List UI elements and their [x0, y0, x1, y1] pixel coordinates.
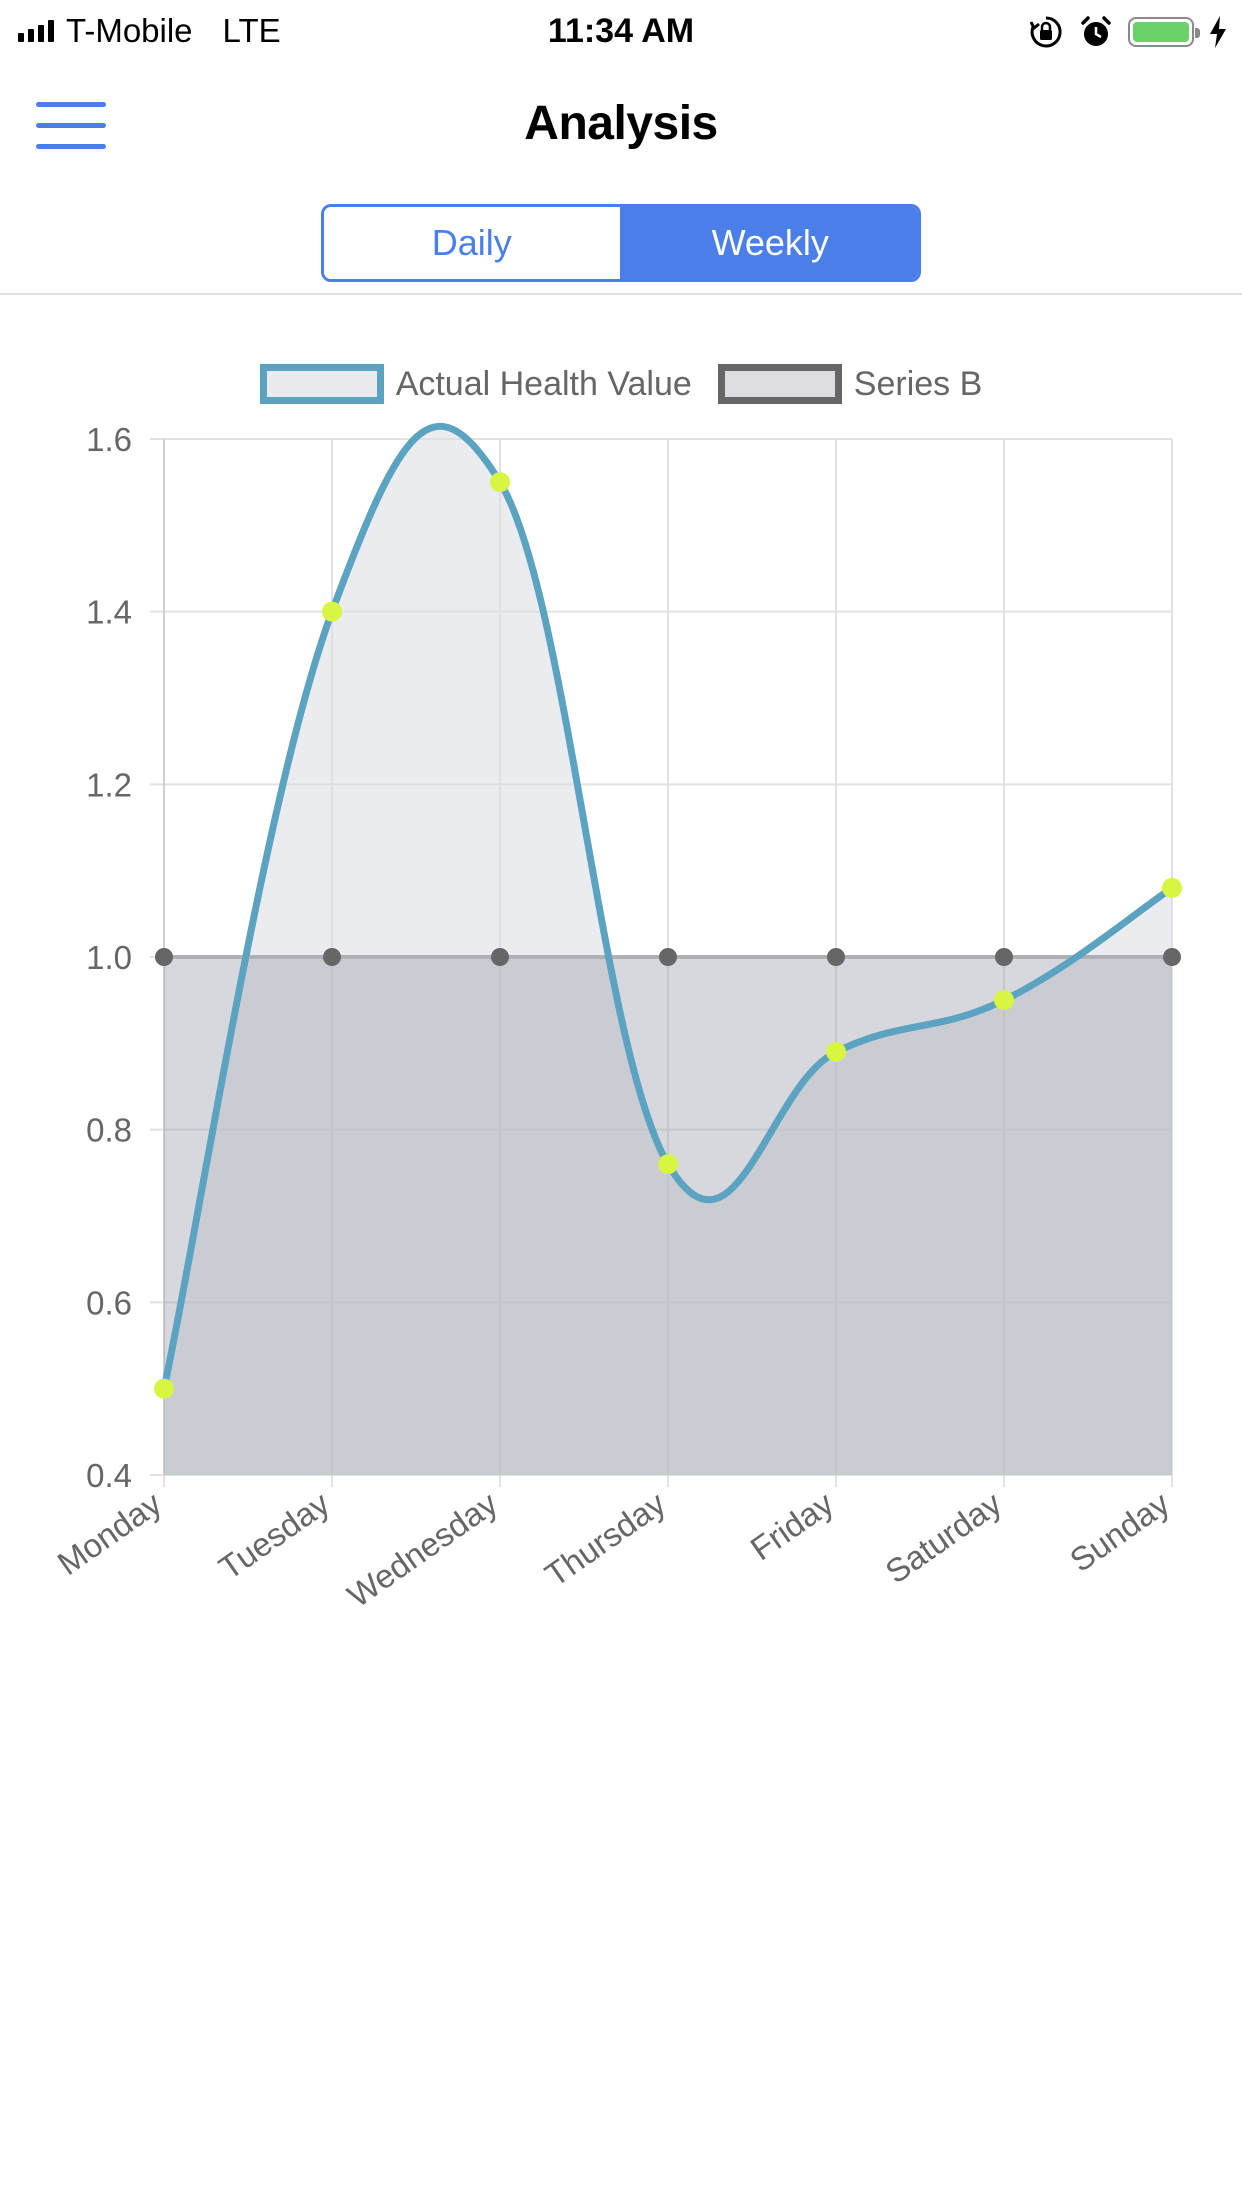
legend-swatch-series-a	[259, 364, 384, 404]
alarm-icon	[1081, 16, 1111, 46]
series-b-point	[827, 948, 845, 966]
series-a-area	[164, 426, 1172, 1475]
x-tick-label: Sunday	[1063, 1484, 1176, 1579]
series-a-point	[994, 990, 1014, 1011]
segment-weekly[interactable]: Weekly	[622, 207, 918, 279]
period-segmented-control: Daily Weekly	[321, 204, 921, 282]
series-a-point	[490, 472, 510, 493]
x-tick-label: Saturday	[879, 1484, 1009, 1590]
battery-icon	[1128, 17, 1200, 47]
x-tick-label: Wednesday	[341, 1484, 505, 1614]
charging-icon	[1210, 16, 1226, 48]
chart-canvas: 0.4 0.6 0.8 1.0 1.2 1.4 1.6 Monday Tuesday Wednes…	[51, 421, 1182, 1614]
status-left: T-Mobile LTE	[18, 8, 281, 54]
series-a-point	[658, 1154, 678, 1175]
series-b-area	[164, 957, 1172, 1475]
chart-legend: Actual Health Value Series B	[0, 364, 1242, 404]
series-a-point	[154, 1378, 174, 1399]
status-time: 11:34 AM	[547, 12, 695, 50]
status-bar: T-Mobile LTE 11:34 AM	[0, 0, 1242, 62]
series-b-point	[155, 948, 173, 966]
orientation-lock-icon	[1029, 16, 1062, 48]
legend-item-series-a[interactable]: Actual Health Value	[259, 364, 692, 404]
y-tick-label: 0.6	[86, 1284, 132, 1321]
series-b-point	[995, 948, 1013, 966]
y-tick-label: 0.4	[86, 1457, 132, 1494]
x-tick-label: Friday	[744, 1484, 841, 1567]
status-right	[1028, 12, 1228, 52]
legend-swatch-series-b	[717, 364, 842, 404]
segment-daily[interactable]: Daily	[324, 207, 623, 279]
carrier-name: T-Mobile	[66, 12, 193, 49]
y-tick-label: 1.0	[86, 939, 132, 976]
series-b-point	[659, 948, 677, 966]
y-tick-label: 0.8	[86, 1112, 132, 1149]
x-tick-label: Tuesday	[212, 1484, 336, 1586]
x-tick-label: Thursday	[538, 1484, 672, 1593]
y-tick-label: 1.4	[86, 594, 132, 631]
series-a-point	[1162, 877, 1182, 898]
signal-icon	[18, 20, 54, 42]
health-chart: 0.4 0.6 0.8 1.0 1.2 1.4 1.6 Monday Tuesday Wednes…	[0, 330, 1242, 1660]
series-a-point	[826, 1041, 846, 1062]
y-tick-label: 1.2	[86, 766, 132, 803]
header-divider	[0, 293, 1242, 295]
legend-label-series-a: Actual Health Value	[395, 364, 692, 403]
navigation-bar: Analysis	[0, 62, 1242, 192]
hamburger-menu-icon[interactable]	[36, 102, 108, 152]
series-b-point	[1163, 948, 1181, 966]
x-tick-label: Monday	[51, 1484, 169, 1582]
series-b-point	[323, 948, 341, 966]
series-b-point	[491, 948, 509, 966]
network-type: LTE	[222, 12, 281, 49]
legend-item-series-b[interactable]: Series B	[717, 364, 983, 404]
y-tick-label: 1.6	[86, 421, 132, 458]
series-a-line	[160, 422, 1174, 1390]
legend-label-series-b: Series B	[853, 364, 983, 403]
series-a-point	[322, 601, 342, 622]
page-title: Analysis	[524, 97, 718, 150]
